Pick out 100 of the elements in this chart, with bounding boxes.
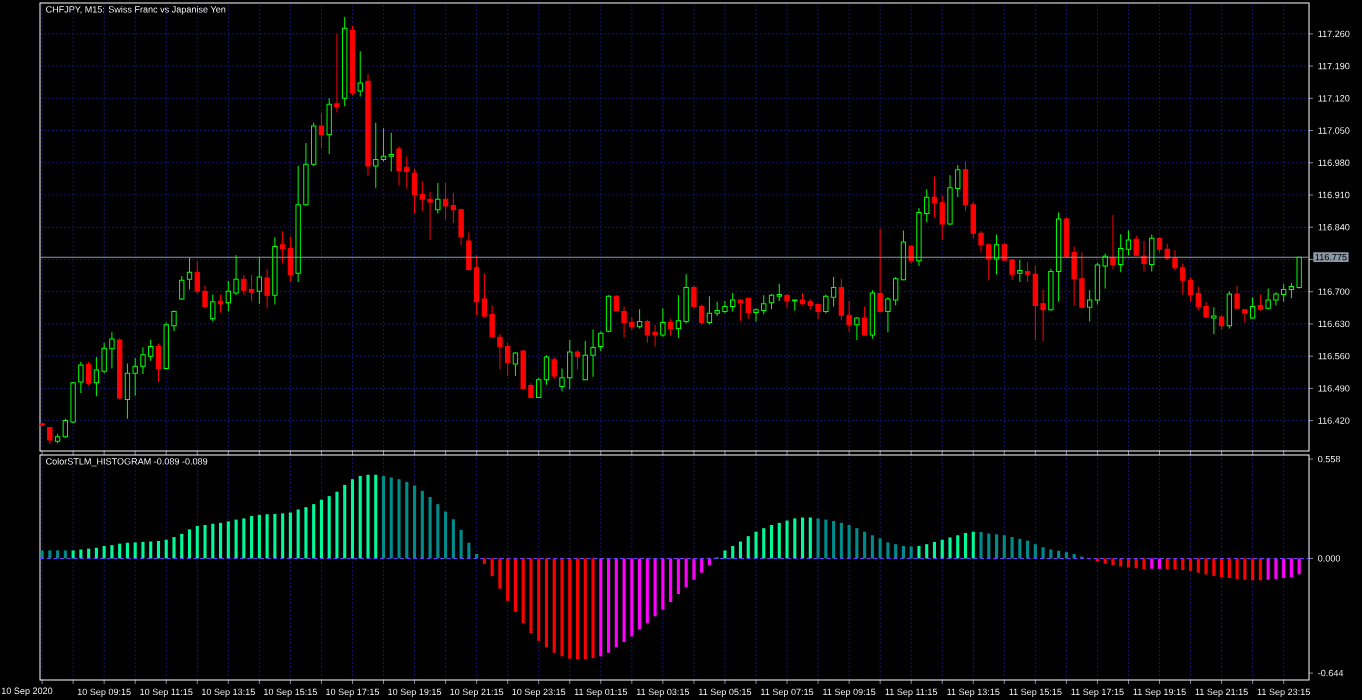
x-tick-label: 11 Sep 03:15 bbox=[636, 688, 690, 697]
bar bbox=[40, 550, 44, 559]
candlestick bbox=[427, 191, 433, 241]
candlestick bbox=[1118, 233, 1124, 273]
bar bbox=[552, 558, 556, 653]
bar bbox=[350, 479, 355, 559]
bar bbox=[467, 542, 471, 559]
bar bbox=[932, 541, 937, 559]
bar bbox=[886, 542, 890, 559]
bar bbox=[1033, 544, 1037, 559]
bar bbox=[1041, 547, 1045, 559]
bar bbox=[987, 533, 991, 559]
candlestick bbox=[279, 230, 286, 265]
bar bbox=[731, 545, 735, 559]
bar bbox=[816, 518, 820, 559]
candlestick bbox=[761, 294, 767, 315]
candlestick bbox=[248, 274, 255, 302]
candlestick bbox=[140, 346, 146, 375]
bar bbox=[1142, 558, 1146, 570]
bar bbox=[777, 522, 781, 559]
candlestick bbox=[450, 192, 457, 224]
candlestick bbox=[559, 368, 565, 392]
bar bbox=[700, 558, 704, 573]
x-tick-label: 10 Sep 23:15 bbox=[512, 688, 566, 697]
bar bbox=[1196, 558, 1200, 573]
y-tick-label: 116.560 bbox=[1318, 352, 1350, 360]
x-tick-label: 11 Sep 09:15 bbox=[823, 688, 876, 697]
bar bbox=[746, 536, 750, 559]
candlestick bbox=[186, 257, 193, 290]
bar bbox=[490, 558, 494, 577]
bar bbox=[568, 558, 572, 659]
bar bbox=[413, 485, 417, 559]
candlestick bbox=[706, 295, 713, 325]
bar bbox=[1212, 558, 1216, 576]
candlestick bbox=[815, 303, 821, 320]
x-tick-label: 11 Sep 13:15 bbox=[947, 688, 1000, 697]
ref-line-label: 116.775 bbox=[1315, 253, 1347, 261]
bar bbox=[1274, 558, 1278, 579]
bar bbox=[832, 521, 836, 559]
bar bbox=[110, 545, 114, 559]
bar bbox=[56, 550, 60, 559]
candlestick bbox=[784, 293, 790, 309]
bar bbox=[498, 558, 502, 589]
candlestick bbox=[699, 304, 705, 326]
candlestick bbox=[574, 349, 581, 370]
candlestick bbox=[978, 230, 984, 254]
bar bbox=[692, 558, 696, 580]
chart-title: CHFJPY, M15: Swiss Franc vs Japanise Yen bbox=[46, 5, 226, 15]
candlestick bbox=[241, 274, 247, 296]
x-tick-label: 11 Sep 11:15 bbox=[885, 688, 938, 697]
bar bbox=[319, 499, 323, 559]
bar bbox=[801, 517, 805, 559]
bar bbox=[242, 518, 246, 559]
bar bbox=[529, 558, 533, 634]
bar bbox=[133, 542, 137, 559]
candlestick bbox=[644, 319, 651, 344]
bar bbox=[754, 531, 758, 559]
candlestick bbox=[830, 276, 837, 307]
bar bbox=[956, 535, 960, 559]
bar bbox=[599, 558, 603, 657]
x-tick-label: 11 Sep 17:15 bbox=[1071, 688, 1124, 697]
bar bbox=[738, 541, 743, 559]
y-tick-label: 116.980 bbox=[1318, 159, 1350, 166]
candlestick bbox=[861, 305, 868, 336]
candlestick bbox=[264, 268, 270, 309]
candlestick bbox=[1024, 261, 1031, 283]
bar bbox=[1018, 538, 1022, 559]
bar bbox=[1297, 558, 1301, 575]
candlestick bbox=[908, 244, 914, 265]
bar bbox=[141, 541, 145, 559]
bar bbox=[537, 558, 541, 641]
candlestick bbox=[924, 188, 930, 223]
bar bbox=[1026, 540, 1030, 559]
candlestick bbox=[621, 305, 627, 339]
candlestick bbox=[334, 33, 340, 114]
candlestick bbox=[543, 354, 550, 386]
candlestick bbox=[691, 285, 697, 309]
bar bbox=[1064, 552, 1068, 559]
bar bbox=[630, 558, 634, 637]
candlestick bbox=[132, 357, 138, 397]
y-tick-label: 116.490 bbox=[1318, 385, 1350, 392]
x-tick-label: 10 Sep 11:15 bbox=[140, 688, 193, 697]
candlestick bbox=[396, 145, 402, 186]
bar bbox=[203, 524, 207, 559]
candlestick bbox=[93, 356, 100, 397]
bar bbox=[118, 543, 122, 559]
bar bbox=[211, 523, 215, 559]
bar bbox=[863, 531, 867, 559]
candlestick bbox=[722, 300, 728, 314]
bar bbox=[847, 524, 851, 559]
bar bbox=[824, 519, 828, 559]
bar bbox=[1119, 558, 1123, 567]
bar bbox=[281, 513, 285, 559]
bar bbox=[1134, 558, 1138, 569]
bar bbox=[607, 558, 611, 653]
bar bbox=[102, 545, 106, 559]
y-tick-label: 117.050 bbox=[1318, 127, 1350, 134]
bar bbox=[234, 519, 238, 559]
bar bbox=[855, 528, 859, 559]
bar bbox=[219, 522, 223, 559]
